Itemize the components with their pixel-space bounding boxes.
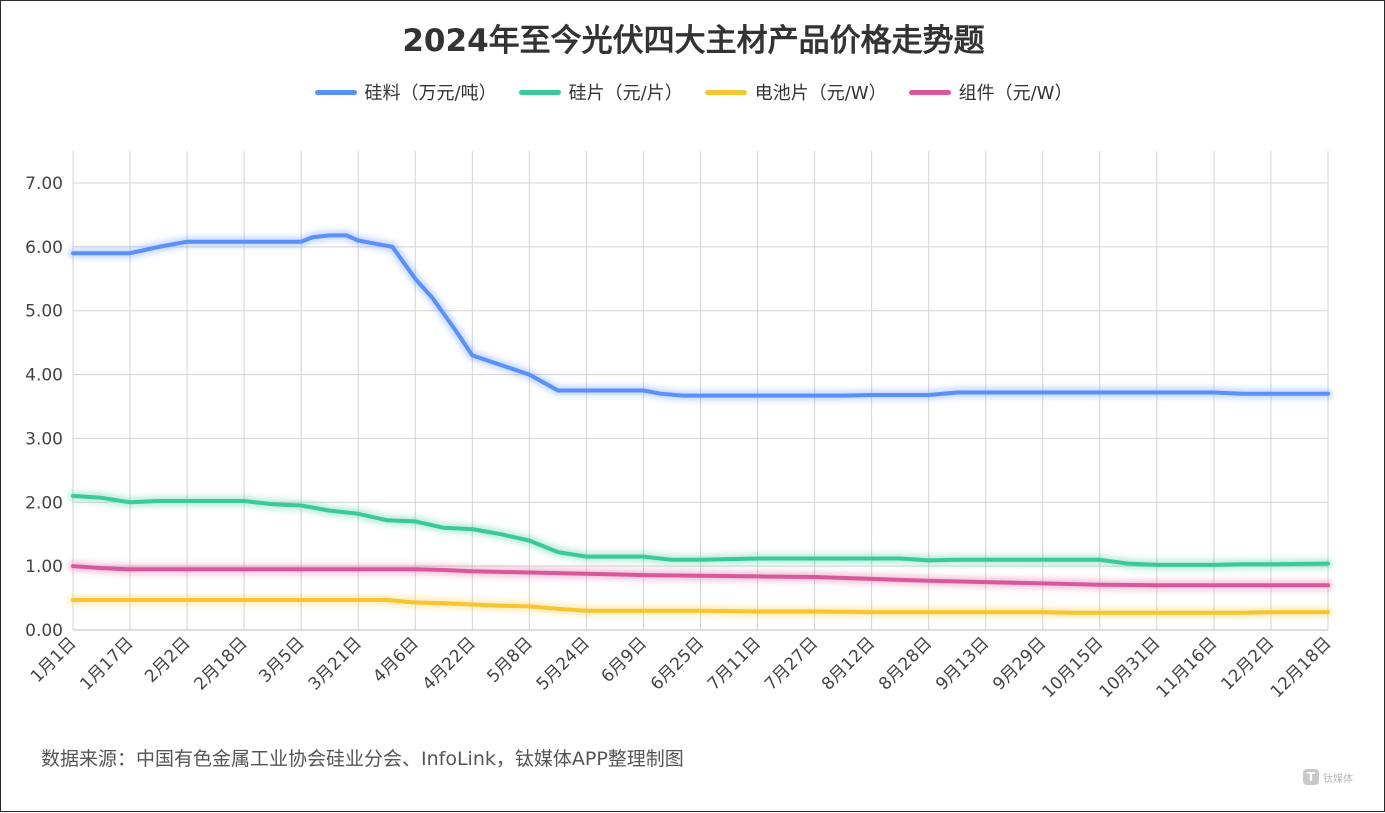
chart-title: 2024年至今光伏四大主材产品价格走势题	[402, 23, 985, 59]
legend-label: 电池片（元/W）	[754, 83, 887, 104]
series-line	[71, 598, 1330, 615]
watermark-text: 钛媒体	[1323, 773, 1353, 785]
x-tick-label: 6月9日	[598, 633, 651, 686]
legend-item[interactable]: 硅料（万元/吨）	[314, 79, 497, 105]
x-tick-label: 5月24日	[533, 633, 594, 694]
x-tick-label: 8月12日	[818, 633, 879, 694]
legend-swatch	[314, 89, 357, 95]
x-tick-label: 1月1日	[27, 633, 80, 686]
x-tick-label: 3月21日	[305, 633, 366, 694]
series-line	[71, 493, 1330, 567]
y-tick-label: 1.00	[25, 557, 63, 577]
y-tick-label: 2.00	[25, 493, 63, 513]
series-line	[71, 233, 1330, 398]
x-tick-label: 4月22日	[419, 633, 480, 694]
x-tick-label: 2月18日	[191, 633, 252, 694]
x-tick-label: 7月27日	[761, 633, 822, 694]
x-tick-label: 9月13日	[932, 633, 993, 694]
legend-item[interactable]: 硅片（元/片）	[518, 79, 683, 105]
chart-legend: 硅料（万元/吨） 硅片（元/片） 电池片（元/W） 组件（元/W）	[1, 79, 1385, 105]
y-tick-label: 7.00	[25, 174, 63, 194]
legend-item[interactable]: 电池片（元/W）	[704, 79, 887, 105]
legend-item[interactable]: 组件（元/W）	[908, 79, 1073, 105]
series-1	[68, 490, 1333, 570]
series-0	[68, 230, 1333, 401]
y-tick-label: 5.00	[25, 302, 63, 322]
series-line	[71, 564, 1330, 588]
legend-label: 硅料（万元/吨）	[364, 83, 497, 104]
x-tick-label: 1月17日	[76, 633, 137, 694]
x-tick-label: 8月28日	[875, 633, 936, 694]
series-2	[68, 595, 1333, 618]
x-tick-label: 10月15日	[1039, 633, 1108, 702]
legend-label: 组件（元/W）	[958, 83, 1073, 104]
y-tick-label: 4.00	[25, 366, 63, 386]
x-tick-label: 4月6日	[369, 633, 422, 686]
x-tick-label: 12月18日	[1267, 633, 1336, 702]
grid	[72, 151, 1329, 631]
source-note: 数据来源：中国有色金属工业协会硅业分会、InfoLink，钛媒体APP整理制图	[41, 748, 684, 770]
watermark-logo-icon: T	[1303, 769, 1319, 785]
x-tick-label: 7月11日	[704, 633, 765, 694]
y-tick-label: 6.00	[25, 238, 63, 258]
y-tick-label: 0.00	[25, 621, 63, 641]
x-tick-label: 10月31日	[1096, 633, 1165, 702]
x-tick-label: 3月5日	[255, 633, 308, 686]
legend-label: 硅片（元/片）	[568, 83, 683, 104]
x-tick-label: 5月8日	[483, 633, 536, 686]
y-tick-label: 3.00	[25, 429, 63, 449]
watermark: T 钛媒体	[1303, 769, 1353, 785]
x-tick-label: 6月25日	[647, 633, 708, 694]
legend-swatch	[518, 89, 561, 95]
legend-swatch	[908, 89, 951, 95]
legend-swatch	[704, 89, 747, 95]
x-tick-label: 11月16日	[1153, 633, 1222, 702]
series-3	[68, 561, 1333, 591]
x-tick-label: 2月2日	[141, 633, 194, 686]
